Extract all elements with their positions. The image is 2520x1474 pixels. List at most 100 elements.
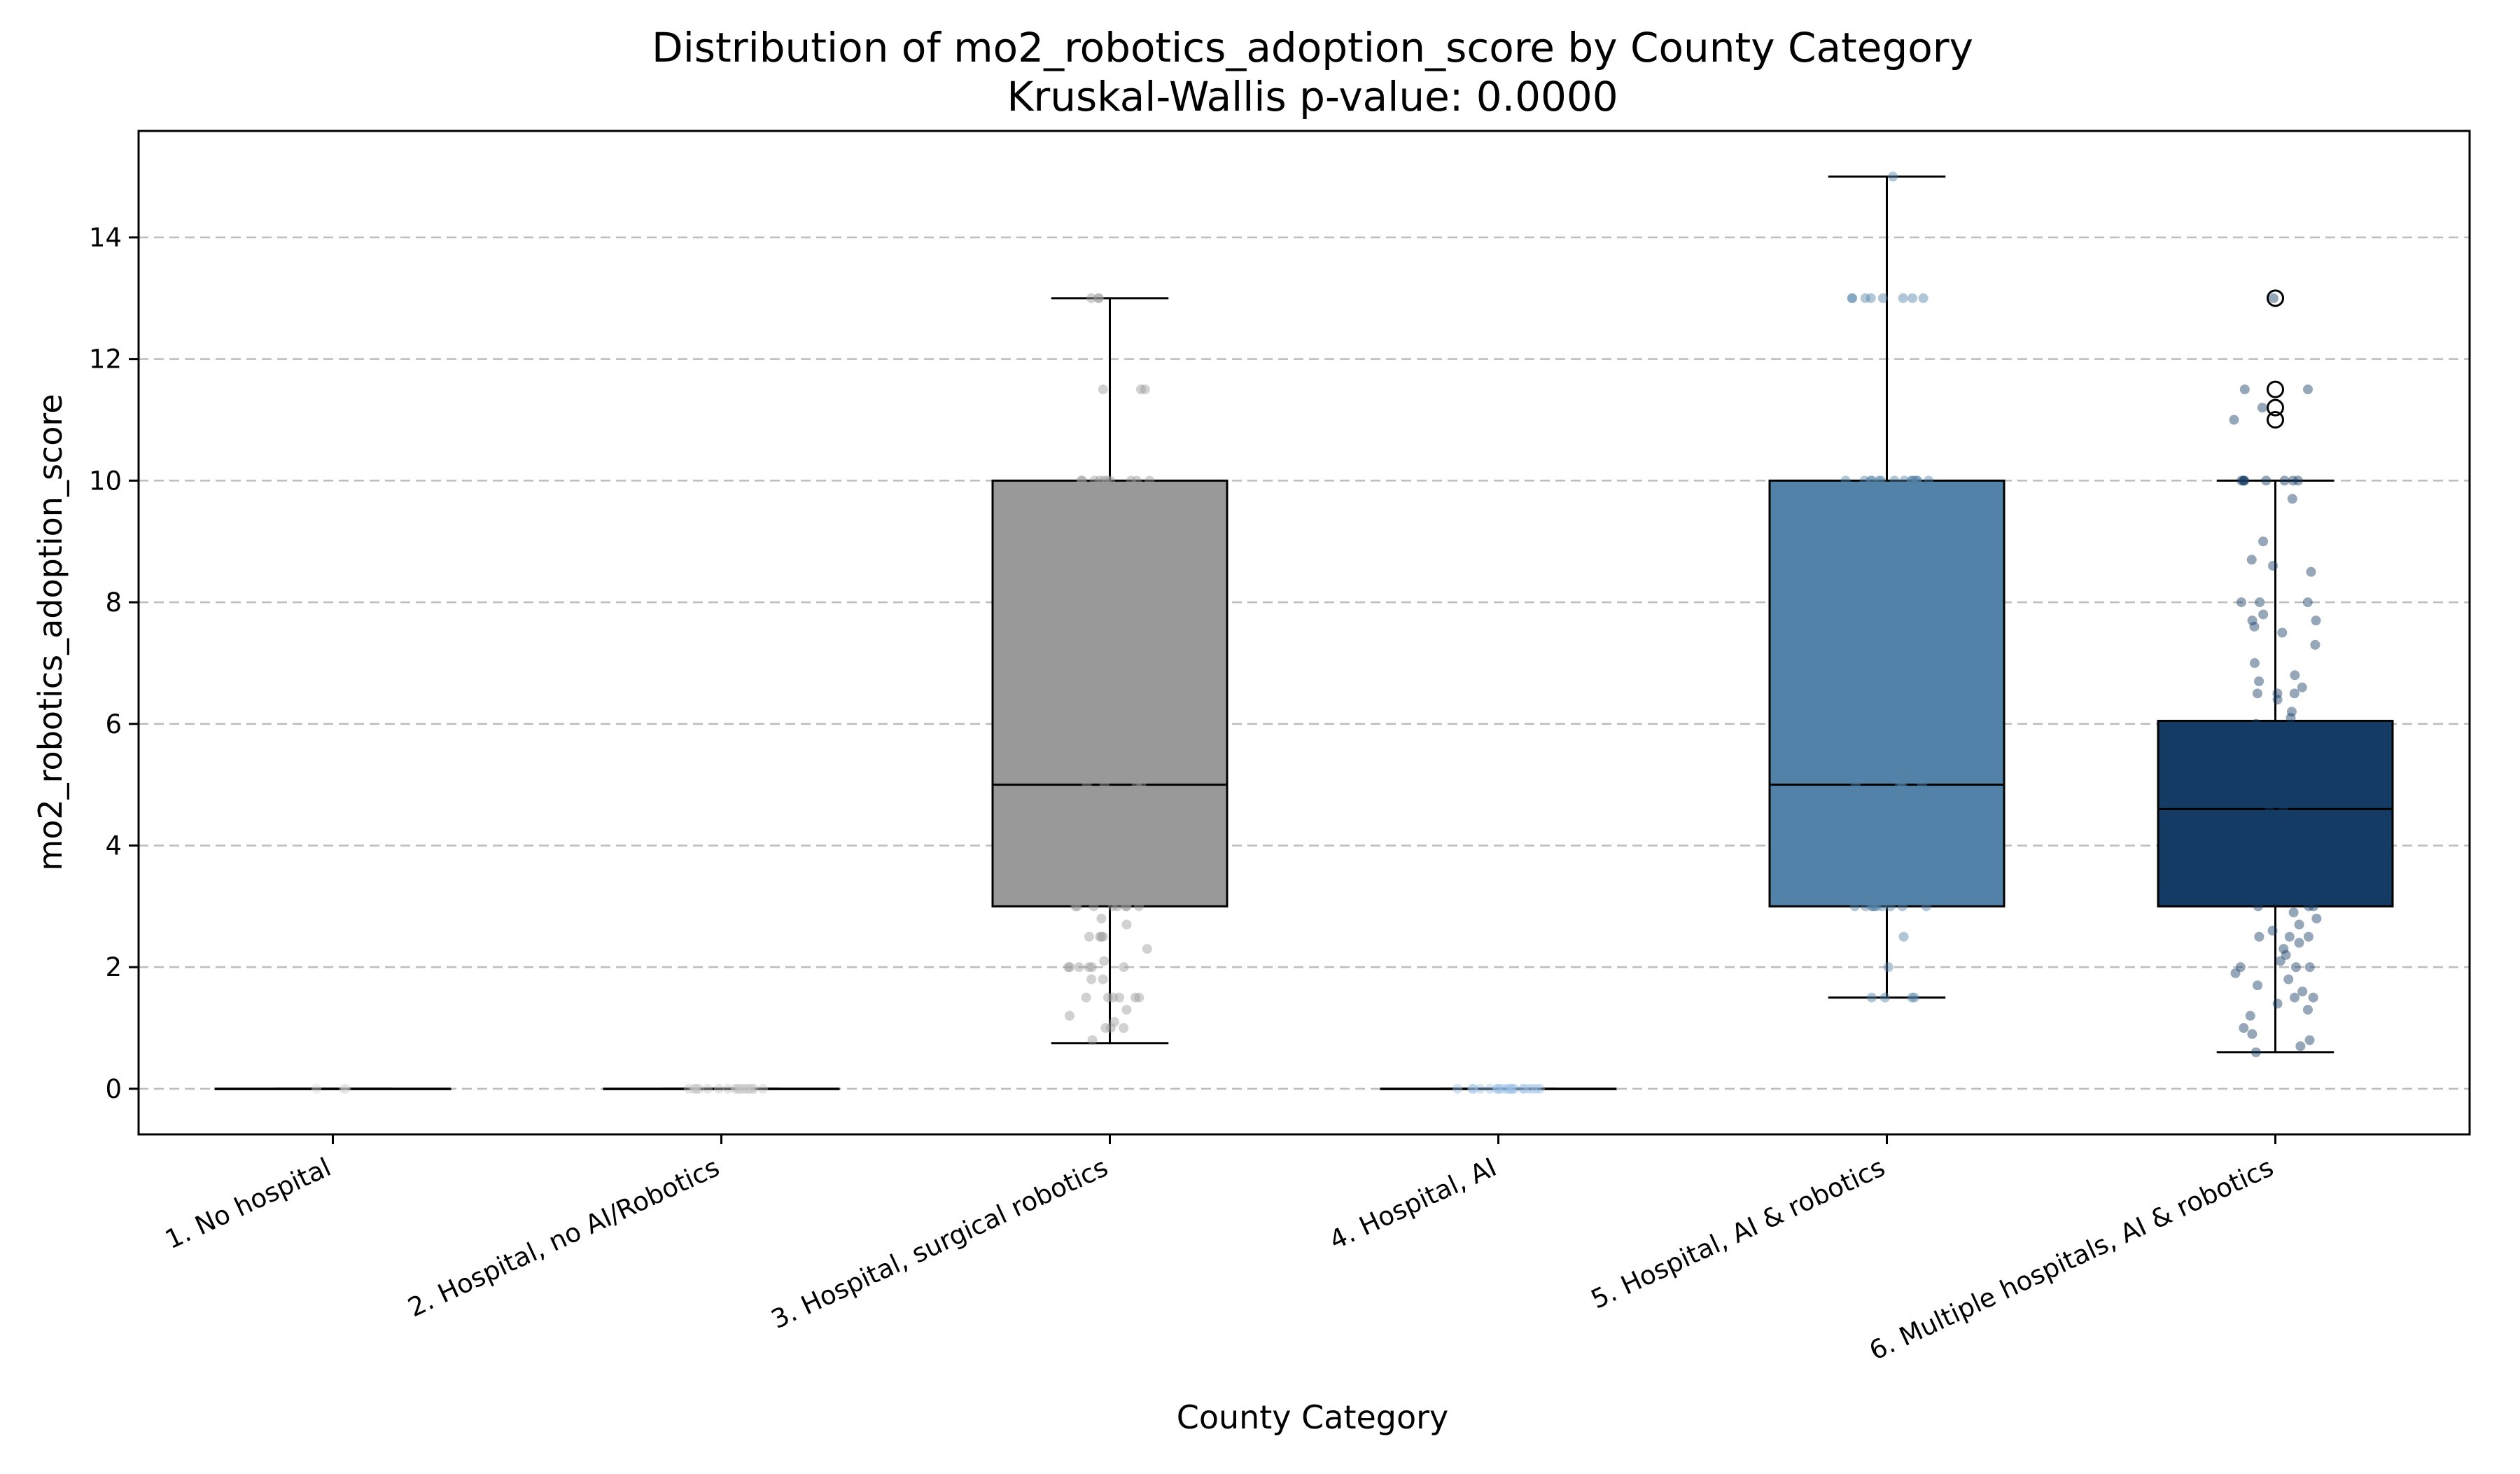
data-point (1883, 962, 1893, 973)
data-point (1492, 1083, 1503, 1094)
x-tick-label: 4. Hospital, AI (1325, 1152, 1502, 1256)
data-point (713, 1083, 724, 1094)
data-point (1894, 597, 1905, 608)
data-point (1865, 475, 1876, 486)
data-point (1907, 293, 1918, 303)
data-point (1144, 475, 1155, 486)
data-point (2288, 908, 2299, 918)
data-point (1492, 1083, 1503, 1094)
data-point (2272, 695, 2283, 705)
box-group (214, 1087, 451, 1090)
data-point (692, 1083, 702, 1094)
box-group (991, 297, 1228, 1045)
box (991, 479, 1228, 908)
data-point (1506, 1083, 1516, 1094)
data-point (2267, 773, 2278, 784)
data-point (1877, 901, 1887, 912)
data-point (1121, 901, 1131, 912)
data-point (1858, 883, 1868, 894)
data-point (1086, 962, 1097, 973)
data-point (1499, 1083, 1509, 1094)
data-point (2290, 992, 2300, 1003)
data-point (1070, 901, 1081, 912)
data-point (2303, 931, 2314, 942)
data-point (2310, 639, 2320, 650)
y-tick-label: 2 (105, 952, 122, 982)
data-point (731, 1083, 741, 1094)
data-point (2308, 992, 2318, 1003)
data-point (1475, 1083, 1485, 1094)
data-point (1907, 992, 1917, 1003)
data-point (1076, 475, 1086, 486)
data-point (743, 1083, 754, 1094)
data-point (1096, 931, 1107, 942)
data-point (741, 1083, 751, 1094)
data-point (2275, 956, 2286, 966)
data-point (690, 1083, 701, 1094)
data-point (2249, 621, 2260, 632)
data-point (723, 1083, 734, 1094)
data-point (1874, 475, 1884, 486)
y-tick-label: 8 (105, 587, 122, 618)
data-point (1114, 992, 1125, 1003)
data-point (312, 1083, 322, 1094)
data-point (1107, 901, 1118, 912)
data-point (2304, 1035, 2315, 1045)
data-point (2230, 968, 2241, 978)
data-point (2272, 688, 2283, 699)
data-point (2247, 616, 2258, 626)
data-point (2278, 804, 2288, 814)
data-point (1924, 475, 1934, 486)
box-group (1380, 1087, 1617, 1090)
data-point (1885, 901, 1896, 912)
data-point (1866, 901, 1877, 912)
data-point (1087, 1035, 1098, 1045)
data-point (1103, 992, 1114, 1003)
data-point (1096, 913, 1107, 924)
data-point (703, 1083, 713, 1094)
data-point (2292, 743, 2303, 753)
data-point (2267, 926, 2278, 936)
data-point (1121, 901, 1132, 912)
box (1768, 479, 2005, 908)
y-tick-label: 0 (105, 1074, 122, 1104)
data-point (1142, 944, 1152, 954)
data-point (2258, 536, 2269, 547)
data-point (1917, 779, 1927, 790)
data-point (1084, 962, 1094, 973)
data-point (2264, 798, 2275, 808)
x-tick-label: 2. Hospital, no AI/Robotics (403, 1152, 724, 1323)
data-point (2258, 609, 2269, 620)
data-point (2235, 962, 2246, 973)
data-point (1077, 475, 1088, 486)
data-point (2306, 816, 2317, 826)
data-point (1912, 475, 1922, 486)
boxes-layer (214, 175, 2394, 1090)
data-point (1502, 1083, 1513, 1094)
data-point (758, 1083, 769, 1094)
data-point (2239, 1023, 2249, 1034)
data-point (1884, 566, 1894, 577)
data-point (2276, 786, 2287, 796)
data-point (2262, 834, 2272, 844)
box (2157, 719, 2394, 908)
data-point (1140, 384, 1150, 395)
data-point (2239, 475, 2249, 486)
data-point (2257, 403, 2267, 413)
data-point (2249, 658, 2260, 668)
data-point (2250, 1047, 2261, 1057)
data-point (1063, 962, 1074, 973)
data-point (1136, 779, 1147, 790)
data-point (1523, 1083, 1534, 1094)
data-point (1860, 901, 1870, 912)
data-point (1126, 475, 1136, 486)
data-point (1105, 475, 1116, 486)
data-point (2278, 944, 2289, 954)
data-point (2281, 779, 2291, 790)
data-point (741, 1083, 751, 1094)
data-point (2231, 877, 2241, 887)
data-point (1847, 293, 1857, 303)
data-point (2231, 749, 2241, 760)
outlier-marker (2267, 380, 2284, 398)
